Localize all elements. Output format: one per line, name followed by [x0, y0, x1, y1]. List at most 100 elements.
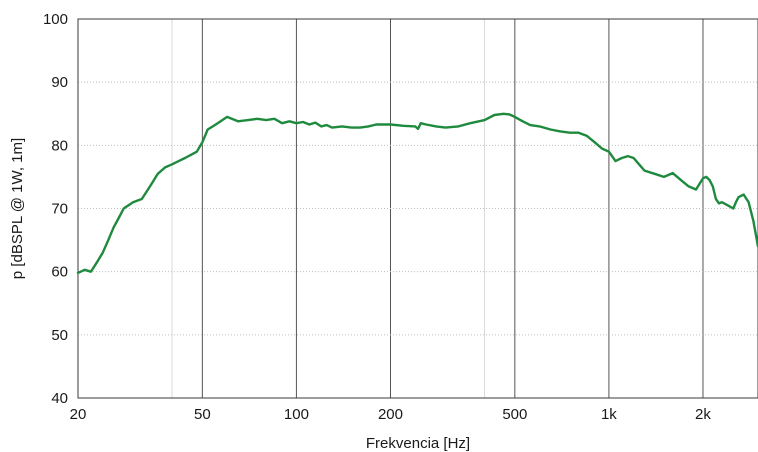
data-point: [402, 125, 405, 127]
data-point: [549, 128, 552, 131]
data-point: [721, 201, 723, 203]
data-point: [171, 163, 173, 165]
data-point: [705, 176, 707, 178]
x-tick-label: 2k: [695, 406, 711, 423]
y-tick-label: 50: [51, 327, 68, 344]
data-point: [367, 125, 370, 127]
data-point: [113, 226, 115, 229]
x-axis-label: Frekvencia [Hz]: [366, 435, 470, 452]
data-point: [522, 120, 524, 122]
tick-labels: 20 50 100 200 500 1k 2k 40 50 60 70 80 90 100: [43, 11, 711, 423]
x-tick-label: 20: [70, 406, 87, 423]
data-point: [295, 122, 298, 124]
data-point: [157, 173, 159, 175]
data-point: [529, 124, 531, 126]
data-point: [538, 125, 541, 127]
data-point: [695, 188, 697, 191]
data-point: [350, 127, 353, 129]
y-tick-label: 70: [51, 201, 68, 218]
data-point: [614, 160, 617, 162]
y-tick-label: 40: [51, 390, 68, 407]
data-point: [621, 157, 623, 159]
data-point: [508, 113, 510, 115]
data-point: [601, 147, 603, 150]
data-point: [77, 272, 79, 274]
data-point: [207, 128, 209, 131]
data-point: [164, 166, 166, 169]
data-point: [326, 124, 328, 126]
data-point: [123, 207, 125, 210]
data-point: [608, 151, 610, 153]
grid: [78, 19, 758, 398]
data-point: [752, 220, 754, 222]
data-point: [84, 269, 86, 271]
data-point: [149, 185, 151, 187]
data-point: [141, 198, 143, 200]
series-layer: [76, 112, 758, 275]
x-tick-label: 200: [378, 406, 403, 423]
data-point: [688, 185, 690, 187]
data-point: [217, 122, 219, 124]
data-point: [341, 125, 343, 127]
y-tick-label: 60: [51, 264, 68, 281]
data-point: [90, 271, 92, 273]
data-point: [653, 173, 656, 175]
data-point: [627, 155, 629, 157]
data-point: [256, 118, 258, 120]
data-point: [247, 119, 249, 121]
data-point: [375, 123, 377, 126]
data-point: [132, 201, 134, 203]
data-point: [265, 119, 267, 121]
data-point: [578, 132, 580, 134]
data-point: [288, 120, 291, 122]
data-point: [702, 177, 704, 179]
data-point: [735, 201, 737, 203]
data-point: [153, 179, 155, 181]
data-point: [420, 122, 422, 124]
data-point: [663, 176, 665, 178]
data-point: [727, 204, 729, 206]
data-point: [444, 127, 447, 129]
data-point: [226, 116, 228, 118]
data-point: [748, 201, 750, 203]
data-point: [107, 239, 109, 241]
data-point: [493, 114, 495, 116]
series-line: [76, 112, 758, 275]
y-tick-label: 100: [43, 11, 68, 28]
plot-frame: [77, 18, 758, 399]
data-point: [672, 172, 674, 174]
data-point: [680, 179, 682, 181]
x-tick-label: 100: [284, 406, 309, 423]
data-point: [281, 122, 283, 124]
data-point: [184, 157, 186, 159]
data-point: [435, 125, 437, 127]
x-tick-label: 1k: [601, 406, 617, 423]
data-point: [237, 120, 239, 122]
data-point: [586, 135, 588, 137]
data-point: [314, 121, 316, 124]
data-point: [96, 261, 98, 263]
data-point: [569, 132, 571, 134]
data-point: [417, 128, 419, 130]
data-point: [715, 198, 717, 200]
data-point: [559, 130, 562, 133]
data-point: [212, 125, 214, 127]
data-point: [190, 154, 192, 156]
data-point: [359, 127, 361, 129]
data-point: [273, 118, 275, 120]
data-point: [389, 123, 392, 126]
data-point: [712, 185, 714, 187]
x-tick-label: 500: [502, 406, 527, 423]
data-point: [594, 141, 596, 143]
data-point: [178, 160, 180, 162]
y-tick-label: 90: [51, 74, 68, 91]
data-point: [302, 121, 304, 123]
data-point: [102, 252, 104, 254]
data-point: [425, 123, 427, 126]
data-point: [457, 125, 460, 127]
data-point: [414, 125, 416, 127]
data-point: [118, 217, 120, 219]
data-point: [743, 194, 745, 196]
data-point: [737, 196, 740, 198]
